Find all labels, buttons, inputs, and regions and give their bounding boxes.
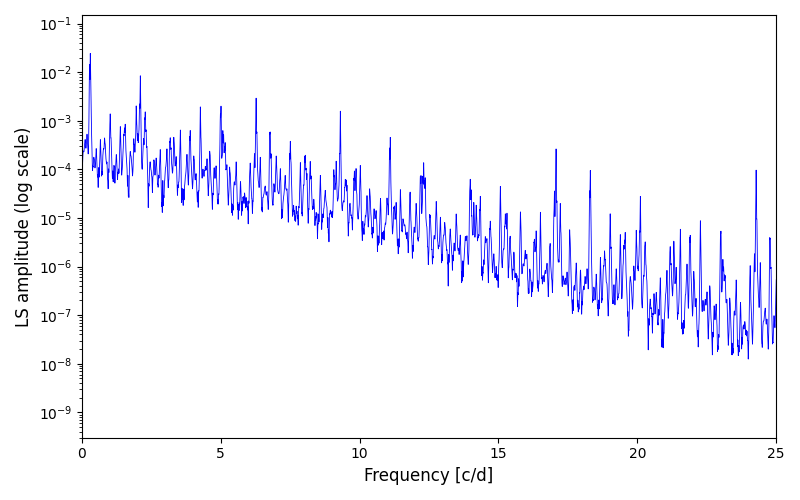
X-axis label: Frequency [c/d]: Frequency [c/d] [364,467,494,485]
Y-axis label: LS amplitude (log scale): LS amplitude (log scale) [15,126,33,326]
